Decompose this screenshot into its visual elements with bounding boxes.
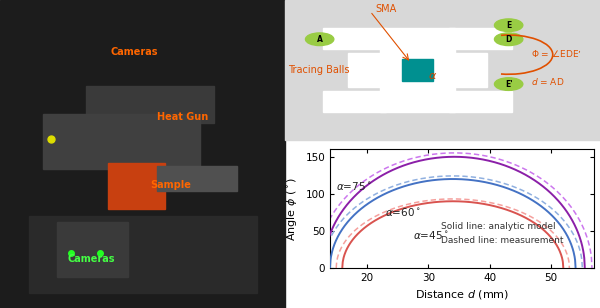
Bar (323, 91, 386, 112)
Text: D: D (505, 35, 512, 44)
Bar (401, 59, 433, 81)
Bar (29, 216, 257, 293)
Text: $\alpha$=60$^\circ$: $\alpha$=60$^\circ$ (385, 206, 421, 218)
Bar (43, 114, 199, 169)
Text: E': E' (505, 79, 512, 89)
Bar (348, 53, 487, 87)
Text: A: A (317, 35, 323, 44)
Bar (86, 86, 214, 123)
Bar (323, 28, 386, 49)
Text: Heat Gun: Heat Gun (157, 112, 208, 122)
Text: Tracing Balls: Tracing Balls (288, 65, 350, 75)
Circle shape (494, 33, 523, 46)
Bar (449, 28, 512, 49)
Text: $\alpha$=45$^\circ$: $\alpha$=45$^\circ$ (413, 229, 449, 241)
Bar (157, 166, 236, 191)
Bar (380, 28, 455, 112)
Text: E: E (506, 21, 511, 30)
Text: SMA: SMA (375, 4, 397, 14)
X-axis label: Distance $d$ (mm): Distance $d$ (mm) (415, 288, 509, 301)
Bar (449, 91, 512, 112)
Y-axis label: Angle $\phi$ ($^\circ$): Angle $\phi$ ($^\circ$) (286, 176, 300, 241)
Text: Cameras: Cameras (110, 47, 158, 57)
Text: Cameras: Cameras (67, 254, 115, 264)
Text: Dashed line: measurement: Dashed line: measurement (441, 236, 563, 245)
Text: Solid line: analytic model: Solid line: analytic model (441, 222, 556, 231)
Bar (108, 163, 166, 209)
Text: Sample: Sample (151, 180, 191, 190)
Text: $\Phi$ = $\angle$EDE’: $\Phi$ = $\angle$EDE’ (531, 48, 581, 59)
Text: $d$ = AD: $d$ = AD (531, 76, 564, 87)
Bar (57, 222, 128, 277)
Circle shape (494, 78, 523, 90)
Text: $\alpha$: $\alpha$ (428, 71, 437, 81)
Circle shape (494, 19, 523, 31)
Circle shape (305, 33, 334, 46)
Text: $\alpha$=75$^\circ$: $\alpha$=75$^\circ$ (336, 180, 372, 192)
